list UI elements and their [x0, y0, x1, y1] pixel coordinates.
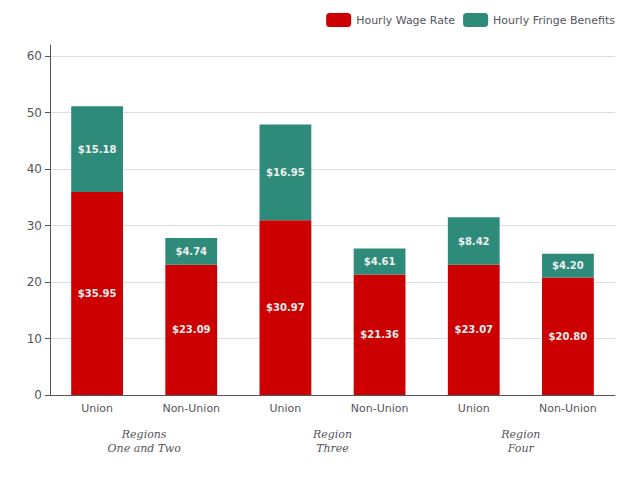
svg-text:$23.09: $23.09 — [172, 324, 211, 335]
svg-text:$4.20: $4.20 — [552, 260, 584, 271]
svg-text:Non-Union: Non-Union — [539, 402, 597, 415]
svg-text:30: 30 — [27, 219, 42, 233]
svg-text:50: 50 — [27, 106, 42, 120]
svg-text:$16.95: $16.95 — [266, 167, 305, 178]
svg-text:Union: Union — [270, 402, 302, 415]
svg-text:Hourly Wage Rate: Hourly Wage Rate — [356, 14, 455, 27]
svg-text:Regions: Regions — [121, 428, 167, 441]
svg-text:One and Two: One and Two — [108, 442, 182, 455]
svg-text:Non-Union: Non-Union — [162, 402, 220, 415]
svg-text:$4.74: $4.74 — [175, 246, 207, 257]
svg-text:60: 60 — [27, 49, 42, 63]
svg-text:$15.18: $15.18 — [78, 144, 117, 155]
svg-text:Union: Union — [458, 402, 490, 415]
svg-text:$8.42: $8.42 — [458, 236, 490, 247]
svg-text:Region: Region — [500, 428, 540, 441]
svg-text:$21.36: $21.36 — [360, 329, 399, 340]
svg-text:Hourly Fringe Benefits: Hourly Fringe Benefits — [493, 14, 615, 27]
svg-text:Non-Union: Non-Union — [351, 402, 409, 415]
svg-text:Four: Four — [507, 442, 535, 455]
svg-text:Three: Three — [316, 442, 349, 455]
svg-text:20: 20 — [27, 275, 42, 289]
svg-text:$30.97: $30.97 — [266, 302, 305, 313]
svg-text:Region: Region — [312, 428, 352, 441]
svg-text:0: 0 — [34, 388, 42, 402]
svg-text:$4.61: $4.61 — [364, 256, 396, 267]
svg-text:Union: Union — [81, 402, 113, 415]
svg-text:$35.95: $35.95 — [78, 288, 117, 299]
svg-text:10: 10 — [27, 332, 42, 346]
svg-text:40: 40 — [27, 162, 42, 176]
svg-text:$20.80: $20.80 — [549, 331, 588, 342]
svg-text:$23.07: $23.07 — [454, 324, 493, 335]
